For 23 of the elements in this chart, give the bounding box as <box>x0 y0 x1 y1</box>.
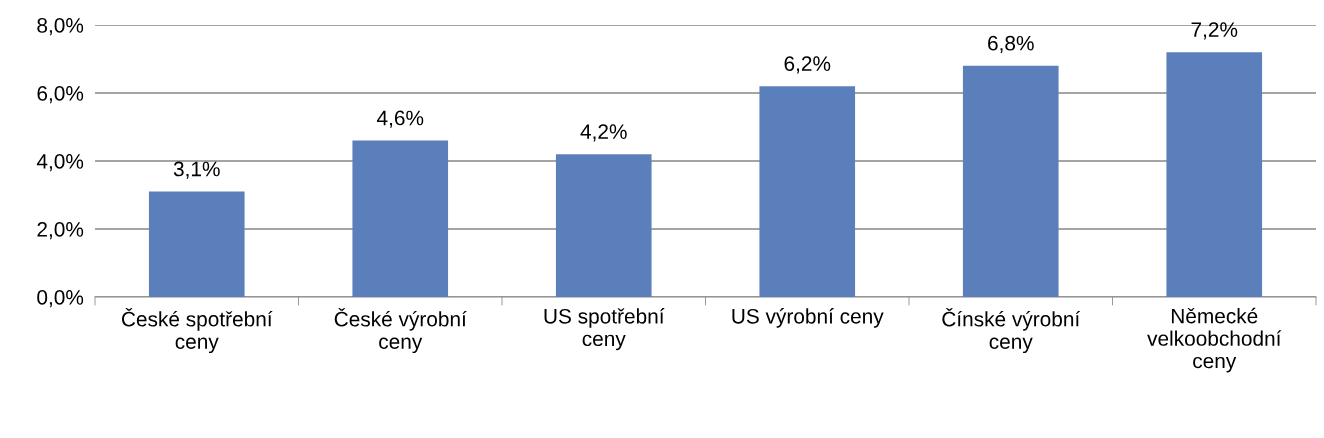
y-tick-label: 6,0% <box>37 86 84 104</box>
x-tick-label: Německé velkoobchodní ceny <box>1147 307 1282 373</box>
x-tick-label: České spotřební ceny <box>121 308 273 354</box>
x-tick-label: Čínské výrobní ceny <box>942 308 1081 354</box>
data-label: 4,2% <box>580 124 627 142</box>
x-tick-label: US spotřební ceny <box>544 308 665 351</box>
data-label: 7,2% <box>1191 22 1238 40</box>
y-tick-label: 0,0% <box>37 290 84 308</box>
y-tick-label: 8,0% <box>37 18 84 36</box>
bar <box>555 154 652 297</box>
y-tick-label: 2,0% <box>37 222 84 240</box>
bar <box>759 86 856 297</box>
data-label: 3,1% <box>173 161 220 179</box>
bar <box>148 191 245 297</box>
x-tick-label: US výrobní ceny <box>732 308 884 328</box>
data-label: 6,2% <box>784 56 831 74</box>
data-label: 4,6% <box>376 110 424 128</box>
bar <box>352 140 449 297</box>
x-tick-label: České výrobní ceny <box>334 308 467 354</box>
data-label: 6,8% <box>988 35 1034 54</box>
y-tick-label: 4,0% <box>36 154 84 172</box>
bar <box>1166 52 1263 297</box>
bar <box>962 65 1059 297</box>
